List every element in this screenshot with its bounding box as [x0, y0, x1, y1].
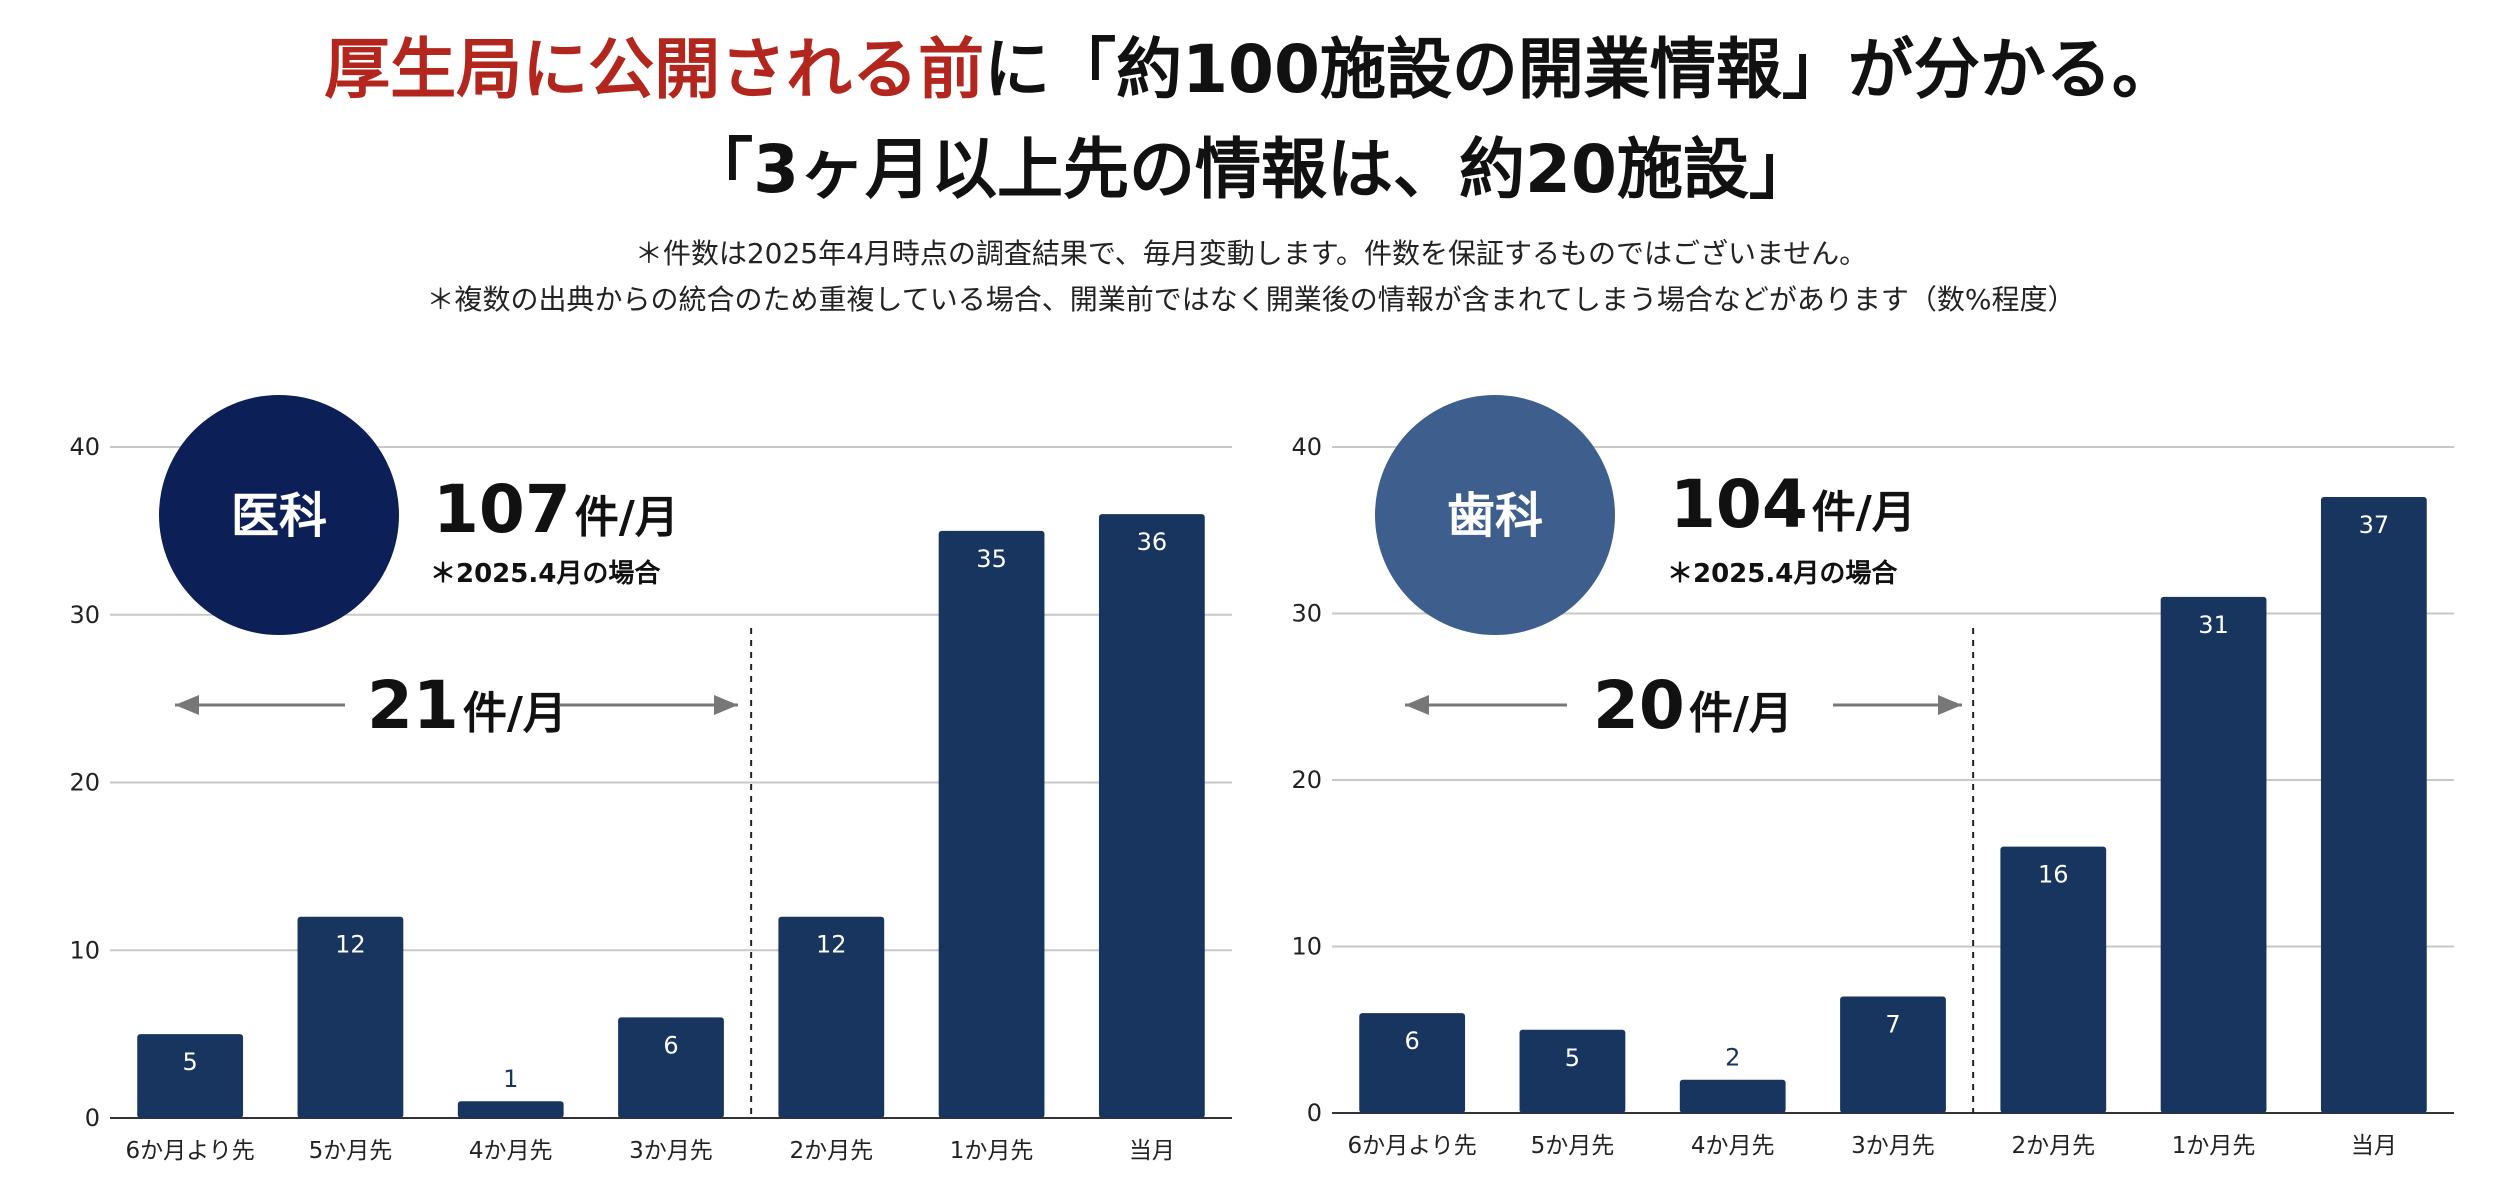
headline-line-1: 厚生局に公開される前に「約100施設の開業情報」が分かる。 — [0, 30, 2502, 110]
monthly-total-note: ＊2025.4月の場合 — [430, 558, 661, 589]
bar — [618, 1017, 724, 1118]
category-badge — [1375, 395, 1615, 635]
chart-dental: 0 10 20 30 40 6 6か月より先 5 5か月先 2 4か月先 7 3か月先 16 2か月先 31 1… — [1291, 395, 2454, 1159]
bar — [1359, 1013, 1466, 1113]
bar — [297, 916, 404, 1118]
headline-highlight: 厚生局に公開される前 — [324, 31, 985, 108]
bar — [778, 916, 885, 1118]
bar — [2000, 846, 2107, 1113]
data-label: 37 — [2359, 511, 2390, 539]
x-tick-label: 1か月先 — [950, 1138, 1034, 1164]
monthly-total-number: 107 — [433, 471, 571, 548]
y-tick-label: 10 — [69, 936, 100, 964]
badge-label: 医科 — [231, 488, 327, 544]
x-tick-label: 4か月先 — [1691, 1133, 1775, 1159]
arrow-head-right — [714, 695, 738, 715]
data-label: 5 — [183, 1048, 198, 1076]
y-tick-label: 40 — [69, 433, 100, 461]
data-label: 2 — [1725, 1044, 1740, 1072]
monthly-total-note: ＊2025.4月の場合 — [1667, 558, 1898, 589]
footnote-2: ＊複数の出典からの統合のため重複している場合、開業前ではなく開業後の情報が含まれ… — [426, 283, 2076, 316]
bar — [1098, 514, 1205, 1118]
monthly-total-number: 104 — [1670, 466, 1808, 543]
range-annotation: 20件/月 — [1593, 667, 1793, 744]
monthly-total: 104件/月 — [1670, 466, 1916, 543]
headline-line-2: 「3ヶ月以上先の情報は、約20施設」 — [687, 131, 1815, 208]
arrow-head-right — [1938, 695, 1962, 715]
y-tick-label: 20 — [1291, 766, 1322, 794]
y-tick-label: 20 — [69, 769, 100, 797]
bar — [938, 530, 1045, 1118]
x-tick-label: 3か月先 — [629, 1138, 713, 1164]
bar — [1679, 1079, 1786, 1113]
x-tick-label: 6か月より先 — [1348, 1133, 1477, 1159]
bar — [137, 1034, 244, 1118]
data-label: 12 — [335, 931, 366, 959]
data-label: 16 — [2038, 861, 2069, 889]
data-label: 35 — [976, 545, 1007, 573]
x-tick-label: 当月 — [2351, 1133, 2397, 1159]
data-label: 5 — [1565, 1044, 1580, 1072]
bar — [1840, 996, 1946, 1113]
x-tick-label: 3か月先 — [1851, 1133, 1935, 1159]
arrow-head-left — [1405, 695, 1429, 715]
chart-medical: 0 10 20 30 40 5 6か月より先 12 5か月先 1 4か月先 6 3か月先 12 2か月先 35… — [69, 395, 1232, 1164]
footnote-1: ＊件数は2025年4月時点の調査結果で、毎月変動します。件数を保証するものではご… — [634, 237, 1868, 270]
y-tick-label: 10 — [1291, 933, 1322, 961]
range-annotation: 21件/月 — [367, 667, 567, 744]
bar — [457, 1101, 564, 1118]
range-annotation-unit: 件/月 — [1689, 688, 1793, 739]
data-label: 12 — [816, 931, 847, 959]
y-tick-label: 30 — [1291, 600, 1322, 628]
y-tick-label: 0 — [85, 1104, 100, 1132]
range-annotation-unit: 件/月 — [463, 688, 567, 739]
x-tick-label: 1か月先 — [2172, 1133, 2256, 1159]
headline-rest: に「約100施設の開業情報」が分かる。 — [984, 31, 2178, 108]
bar — [1519, 1029, 1626, 1113]
data-label: 1 — [503, 1065, 518, 1093]
x-tick-label: 6か月より先 — [126, 1138, 255, 1164]
data-label: 7 — [1885, 1010, 1900, 1038]
y-tick-label: 30 — [69, 601, 100, 629]
x-tick-label: 当月 — [1129, 1138, 1175, 1164]
range-annotation-number: 20 — [1593, 667, 1685, 744]
monthly-total-unit: 件/月 — [575, 492, 679, 543]
data-label: 31 — [2198, 611, 2229, 639]
y-tick-label: 0 — [1307, 1099, 1322, 1127]
category-badge — [159, 395, 399, 635]
data-label: 6 — [1405, 1027, 1420, 1055]
x-tick-label: 4か月先 — [469, 1138, 553, 1164]
badge-label: 歯科 — [1447, 488, 1543, 544]
data-label: 6 — [663, 1031, 678, 1059]
data-label: 36 — [1137, 528, 1168, 556]
x-tick-label: 2か月先 — [2011, 1133, 2095, 1159]
y-tick-label: 40 — [1291, 433, 1322, 461]
bar — [2160, 596, 2267, 1113]
range-annotation-number: 21 — [367, 667, 459, 744]
x-tick-label: 2か月先 — [789, 1138, 873, 1164]
bar — [2320, 496, 2427, 1113]
monthly-total: 107件/月 — [433, 471, 679, 548]
monthly-total-unit: 件/月 — [1812, 487, 1916, 538]
arrow-head-left — [175, 695, 199, 715]
x-tick-label: 5か月先 — [309, 1138, 393, 1164]
x-tick-label: 5か月先 — [1531, 1133, 1615, 1159]
